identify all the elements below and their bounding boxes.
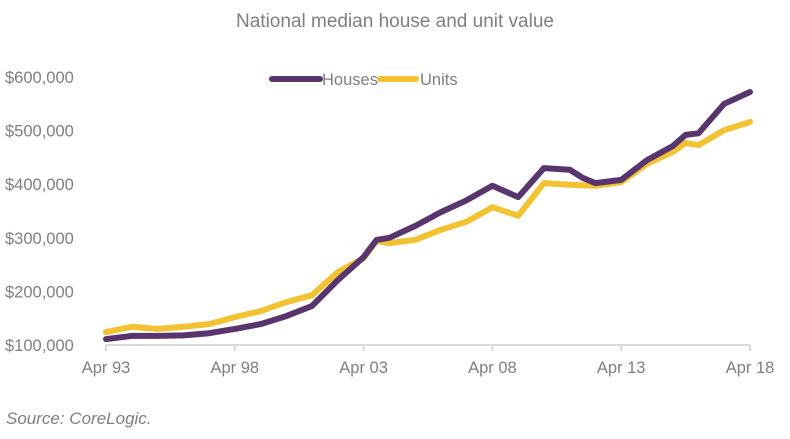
x-tick-label: Apr 98 [210, 359, 259, 377]
x-tick-label: Apr 18 [726, 359, 775, 377]
series-group [103, 89, 753, 343]
y-tick-label: $600,000 [5, 69, 74, 87]
y-tick-label: $100,000 [5, 337, 74, 355]
y-tick-label: $300,000 [5, 230, 74, 248]
x-tick-label: Apr 13 [597, 359, 646, 377]
source-note: Source: CoreLogic. [6, 409, 152, 428]
legend-label-units: Units [420, 71, 458, 89]
chart-title: National median house and unit value [236, 11, 554, 32]
x-tick-label: Apr 08 [468, 359, 517, 377]
series-line-houses [103, 89, 753, 343]
y-axis: $100,000 $200,000 $300,000 $400,000 $500,000… [5, 69, 74, 355]
x-tick-label: Apr 03 [339, 359, 388, 377]
x-axis: Apr 93 Apr 98 Apr 03 Apr 08 Apr 13 Apr 18 [82, 344, 775, 377]
x-tick-label: Apr 93 [82, 359, 131, 377]
y-tick-label: $400,000 [5, 176, 74, 194]
series-line-units [103, 119, 753, 336]
legend: Houses Units [269, 71, 458, 89]
legend-label-houses: Houses [322, 71, 378, 89]
y-tick-label: $500,000 [5, 123, 74, 141]
y-tick-label: $200,000 [5, 283, 74, 301]
